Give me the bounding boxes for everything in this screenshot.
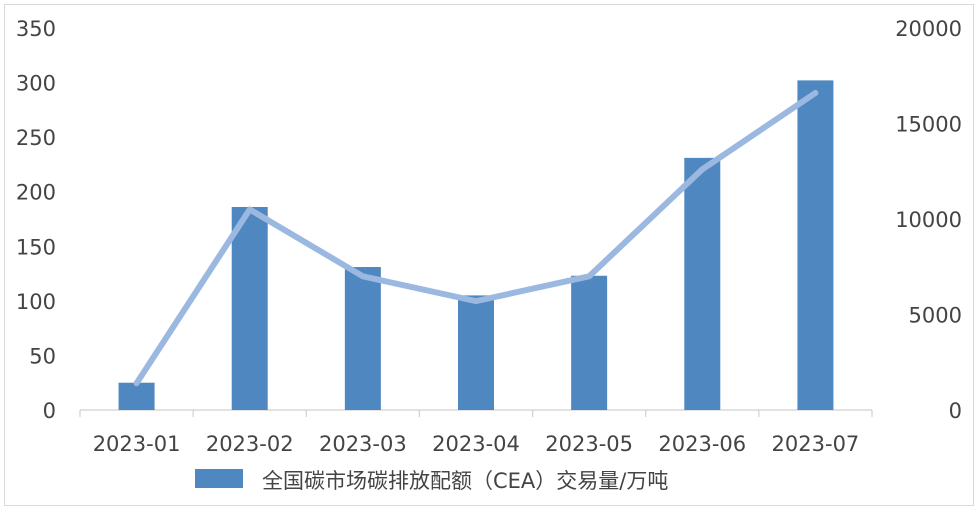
axes-layer [79,409,873,417]
y-left-tick-label: 50 [29,344,56,368]
line-point-2023-03 [362,275,364,277]
y-left-tick-label: 150 [16,235,56,259]
legend: 全国碳市场碳排放配额（CEA）交易量/万吨 [195,469,668,493]
y-right-tick-label: 20000 [895,17,962,41]
bar-2023-03 [344,267,381,410]
y-right-tick-label: 15000 [895,113,962,137]
line-point-2023-06 [701,168,703,170]
bar-2023-04 [458,295,494,410]
x-tick-label: 2023-07 [772,432,860,456]
legend-label: 全国碳市场碳排放配额（CEA）交易量/万吨 [262,469,668,493]
x-tick-label: 2023-01 [93,432,181,456]
line-point-2023-07 [814,92,816,94]
bar-2023-06 [684,157,721,410]
x-tick-label: 2023-04 [432,432,520,456]
bar-2023-02 [231,206,268,410]
line-point-2023-04 [475,300,477,302]
bar-2023-07 [797,80,834,410]
legend-swatch [195,469,243,488]
y-left-tick-label: 0 [43,399,56,423]
y-left-tick-label: 200 [16,181,56,205]
line-point-2023-01 [136,382,138,384]
y-left-tick-label: 350 [16,17,56,41]
x-tick-label: 2023-06 [658,432,746,456]
y-right-tick-label: 5000 [909,304,962,328]
y-left-tick-label: 300 [16,72,56,96]
x-tick-label: 2023-03 [319,432,407,456]
y-right-tick-label: 10000 [895,208,962,232]
bar-2023-05 [571,275,608,410]
bars-layer [118,80,834,410]
x-tick-label: 2023-02 [206,432,294,456]
y-left-tick-label: 250 [16,126,56,150]
tick-labels-layer: 0 50 100 150 200 250 300 350 0 5000 10000 15000 2000… [16,17,962,456]
line-point-2023-02 [249,208,251,210]
y-right-tick-label: 0 [949,399,962,423]
y-left-tick-label: 100 [16,290,56,314]
bar-2023-01 [118,382,155,410]
x-tick-label: 2023-05 [545,432,633,456]
line-point-2023-05 [588,275,590,277]
line-layer [133,89,819,387]
